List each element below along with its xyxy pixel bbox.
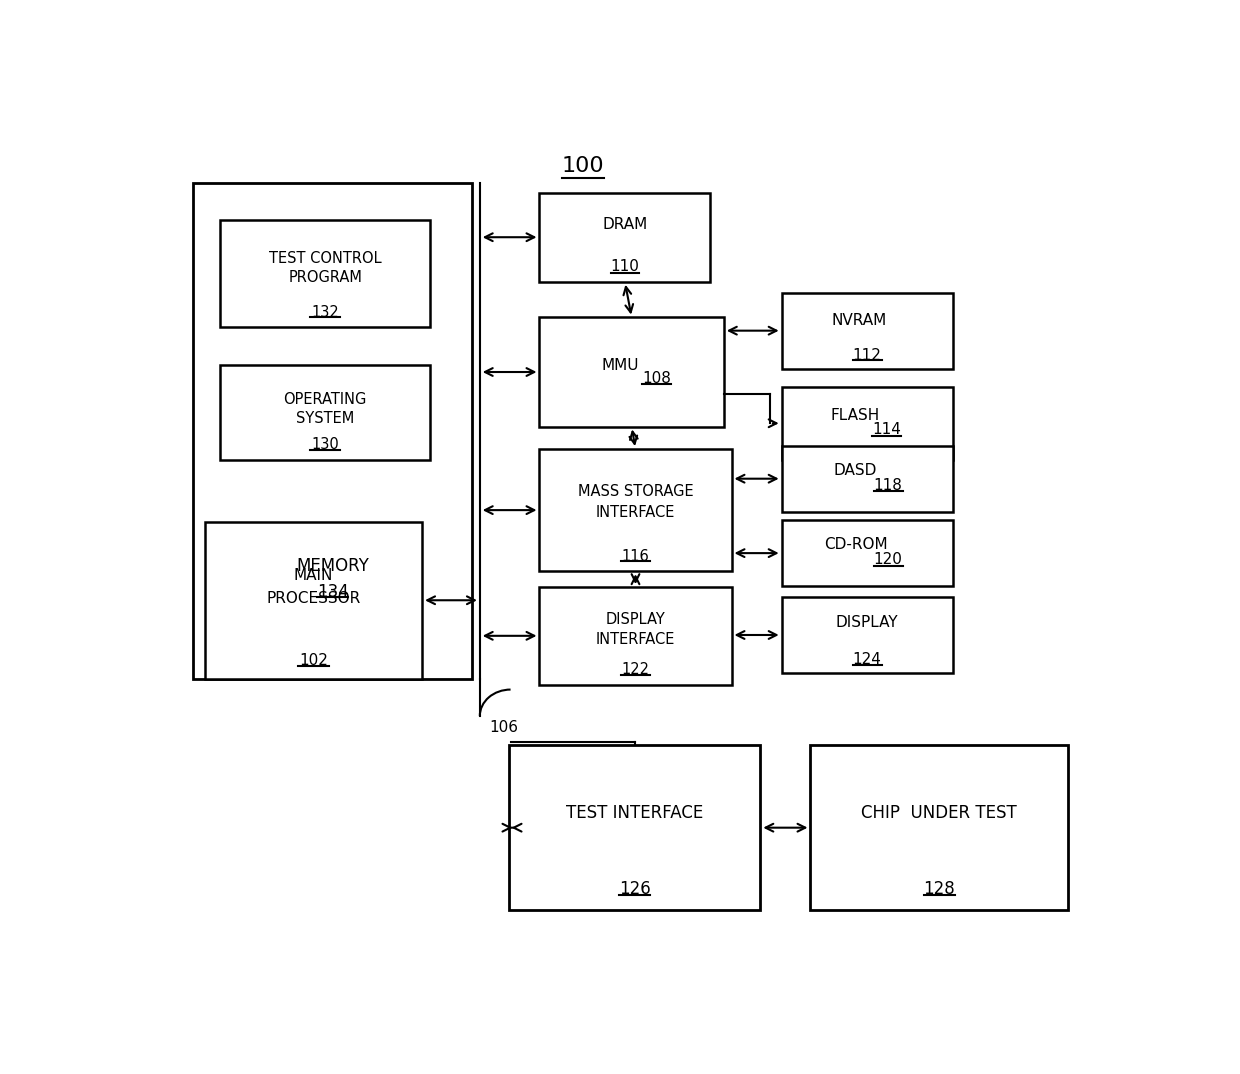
Text: 132: 132 bbox=[311, 305, 339, 320]
Text: CHIP  UNDER TEST: CHIP UNDER TEST bbox=[862, 803, 1017, 822]
Bar bbox=[508, 745, 760, 911]
Text: FLASH: FLASH bbox=[831, 407, 880, 422]
Text: 102: 102 bbox=[299, 653, 329, 668]
Text: 134: 134 bbox=[317, 583, 348, 601]
Text: MASS STORAGE: MASS STORAGE bbox=[578, 484, 693, 499]
Text: 126: 126 bbox=[619, 880, 651, 898]
Text: 130: 130 bbox=[311, 437, 339, 452]
Text: PROGRAM: PROGRAM bbox=[288, 271, 362, 286]
Bar bbox=[781, 292, 952, 368]
Text: CD-ROM: CD-ROM bbox=[823, 537, 888, 552]
Bar bbox=[221, 220, 430, 328]
Text: 120: 120 bbox=[874, 552, 903, 567]
Text: 106: 106 bbox=[490, 721, 518, 736]
Text: INTERFACE: INTERFACE bbox=[595, 505, 676, 520]
Text: MMU: MMU bbox=[601, 358, 639, 373]
Text: 122: 122 bbox=[621, 663, 650, 678]
Text: SYSTEM: SYSTEM bbox=[296, 411, 355, 426]
Text: NVRAM: NVRAM bbox=[832, 314, 887, 329]
Bar bbox=[811, 745, 1068, 911]
Text: 128: 128 bbox=[924, 880, 955, 898]
Text: DISPLAY: DISPLAY bbox=[836, 615, 899, 630]
Text: 110: 110 bbox=[610, 260, 640, 275]
Text: TEST CONTROL: TEST CONTROL bbox=[269, 251, 382, 266]
Text: DRAM: DRAM bbox=[603, 217, 647, 232]
Text: PROCESSOR: PROCESSOR bbox=[267, 591, 361, 606]
Text: INTERFACE: INTERFACE bbox=[595, 633, 676, 648]
Bar bbox=[205, 522, 422, 679]
Bar bbox=[781, 520, 952, 586]
Text: 112: 112 bbox=[853, 348, 882, 363]
Bar bbox=[539, 587, 732, 684]
Bar bbox=[781, 446, 952, 512]
Bar bbox=[193, 183, 472, 679]
Text: MAIN: MAIN bbox=[294, 568, 334, 583]
Text: MEMORY: MEMORY bbox=[296, 556, 370, 575]
Bar bbox=[781, 387, 952, 460]
Bar bbox=[539, 318, 724, 426]
Bar bbox=[221, 364, 430, 460]
Text: 114: 114 bbox=[872, 422, 900, 437]
Bar bbox=[781, 597, 952, 673]
Bar bbox=[539, 192, 711, 281]
Text: 108: 108 bbox=[642, 372, 671, 387]
Text: OPERATING: OPERATING bbox=[284, 392, 367, 407]
Text: 118: 118 bbox=[874, 478, 903, 493]
Text: TEST INTERFACE: TEST INTERFACE bbox=[565, 803, 703, 822]
Text: 124: 124 bbox=[853, 652, 882, 667]
Text: DISPLAY: DISPLAY bbox=[605, 612, 666, 627]
Bar bbox=[539, 449, 732, 571]
Text: 100: 100 bbox=[562, 156, 604, 176]
Text: 116: 116 bbox=[621, 549, 650, 564]
Text: DASD: DASD bbox=[833, 463, 877, 478]
